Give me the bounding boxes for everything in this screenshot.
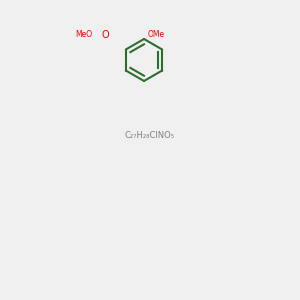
Text: MeO: MeO xyxy=(75,30,93,39)
Text: O: O xyxy=(101,29,109,40)
Text: OMe: OMe xyxy=(147,30,165,39)
Text: C₂₇H₂₈ClNO₅: C₂₇H₂₈ClNO₅ xyxy=(125,130,175,140)
